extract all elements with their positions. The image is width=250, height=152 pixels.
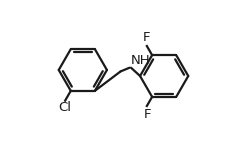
Text: F: F	[144, 107, 151, 121]
Text: Cl: Cl	[58, 101, 71, 114]
Text: F: F	[143, 31, 150, 45]
Text: NH: NH	[131, 54, 151, 67]
